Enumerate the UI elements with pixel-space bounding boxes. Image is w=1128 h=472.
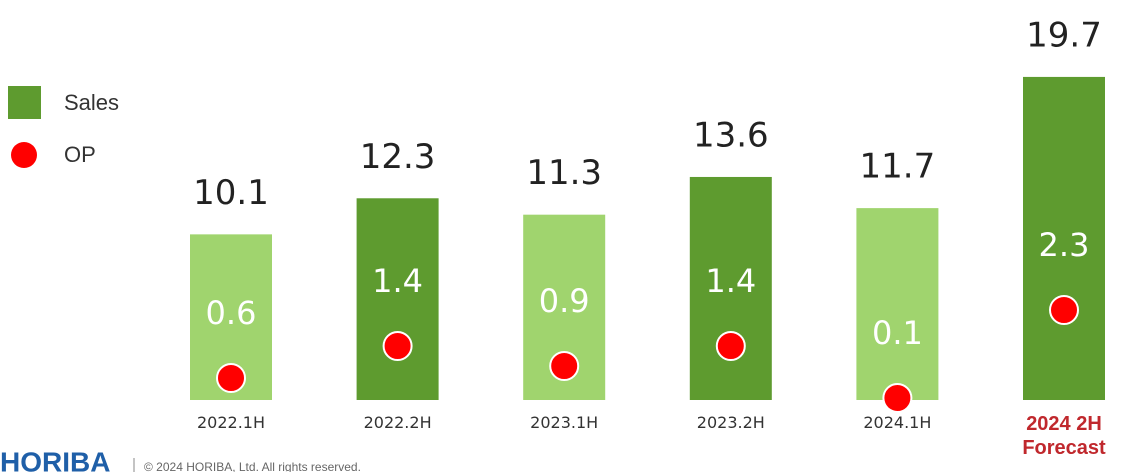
op-label: 0.9	[539, 282, 590, 320]
bar	[856, 208, 939, 400]
op-label: 1.4	[705, 262, 756, 300]
op-label: 0.6	[206, 294, 257, 332]
op-dot	[882, 383, 913, 413]
sales-label: 12.3	[360, 137, 436, 177]
op-label: 0.1	[872, 314, 923, 352]
op-dot	[382, 331, 413, 361]
legend-swatch-op	[11, 142, 37, 168]
op-dot	[549, 351, 580, 381]
legend-label: OP	[64, 142, 96, 167]
x-tick-label: 2023.2H	[696, 413, 765, 432]
legend-swatch-sales	[8, 86, 41, 119]
logo: HORIBA	[0, 446, 110, 472]
legend-label: Sales	[64, 90, 119, 115]
x-tick-label: 2024.1H	[863, 413, 932, 432]
op-dot	[715, 331, 746, 361]
sales-label: 11.3	[526, 153, 602, 193]
x-tick-label: 2023.1H	[530, 413, 599, 432]
op-dot	[216, 363, 246, 393]
x-tick-label: 2024 2H Forecast	[1022, 413, 1106, 459]
bar	[1023, 76, 1105, 401]
x-tick-label: 2022.2H	[363, 413, 432, 432]
bar	[356, 198, 439, 400]
copyright: © 2024 HORIBA, Ltd. All rights reserved.	[144, 460, 361, 472]
op-label: 2.3	[1039, 226, 1090, 264]
x-tick-label: 2022.1H	[196, 413, 265, 432]
sales-label: 19.7	[1026, 15, 1102, 55]
op-dot	[1049, 295, 1079, 325]
bar	[689, 176, 772, 400]
op-label: 1.4	[372, 262, 423, 300]
sales-label: 10.1	[193, 173, 269, 213]
sales-label: 11.7	[860, 147, 936, 187]
sales-label: 13.6	[693, 115, 769, 155]
